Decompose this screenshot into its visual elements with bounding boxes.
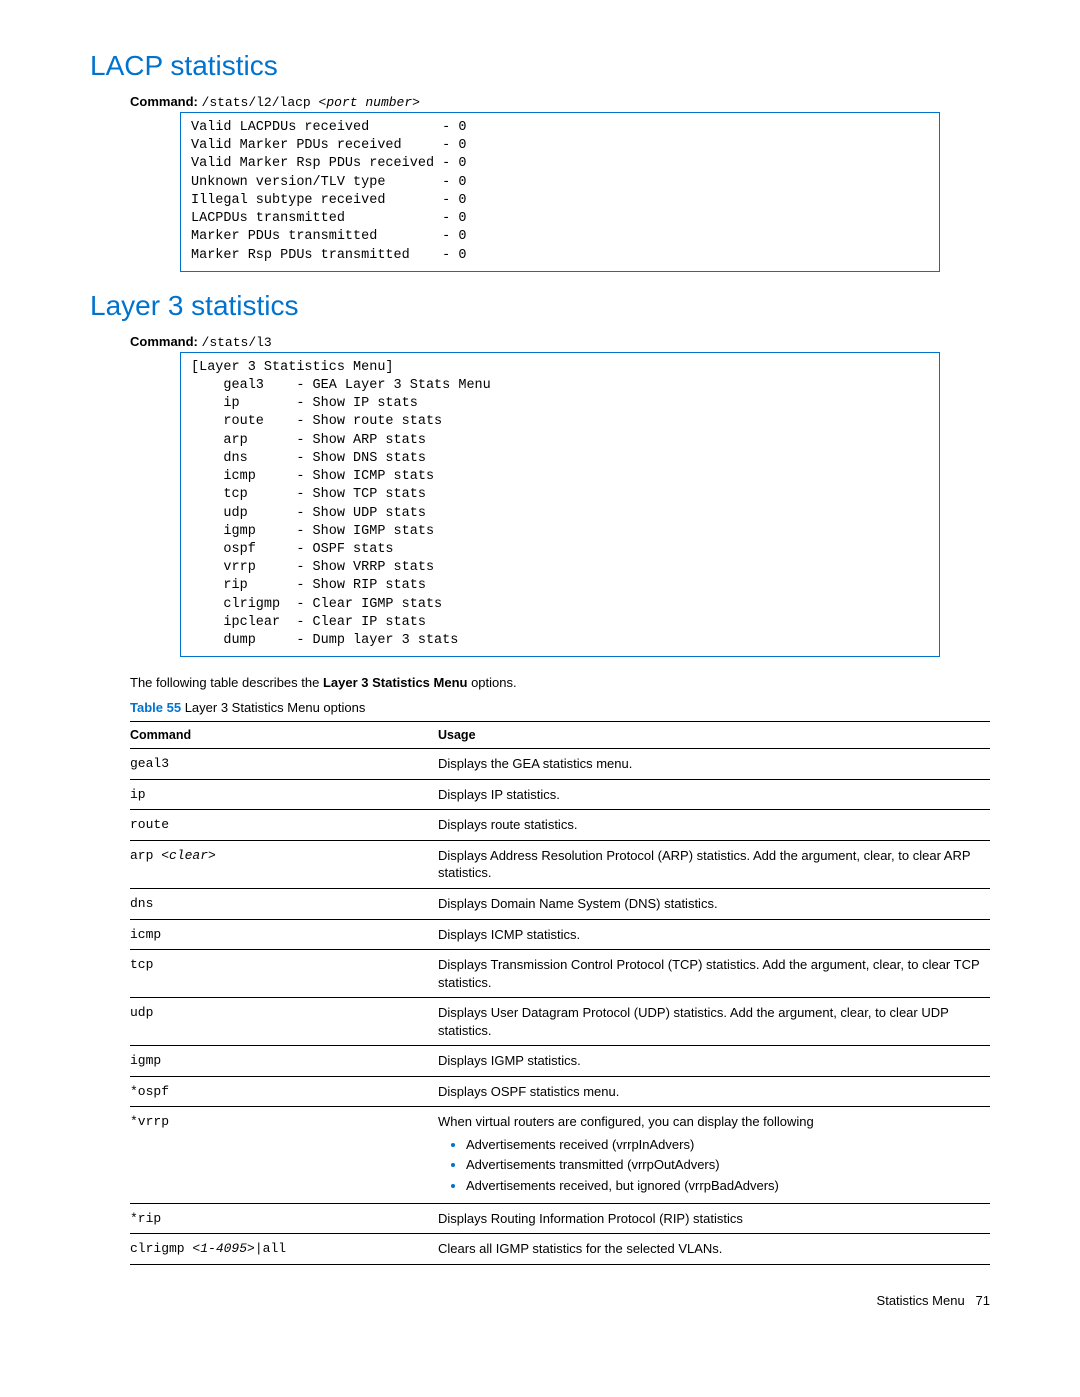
table-row: icmpDisplays ICMP statistics. (130, 919, 990, 950)
table-row: *ospfDisplays OSPF statistics menu. (130, 1076, 990, 1107)
usage-cell: Displays OSPF statistics menu. (438, 1076, 990, 1107)
table-row: udpDisplays User Datagram Protocol (UDP)… (130, 998, 990, 1046)
command-path: /stats/l3 (202, 335, 272, 350)
command-arg: <port number> (319, 95, 420, 110)
usage-cell: Displays Domain Name System (DNS) statis… (438, 888, 990, 919)
usage-cell: Displays ICMP statistics. (438, 919, 990, 950)
usage-cell: Displays User Datagram Protocol (UDP) st… (438, 998, 990, 1046)
usage-cell: When virtual routers are configured, you… (438, 1107, 990, 1203)
table-row: ipDisplays IP statistics. (130, 779, 990, 810)
cmd-cell: route (130, 810, 438, 841)
cmd-cell: *rip (130, 1203, 438, 1234)
table-row: *ripDisplays Routing Information Protoco… (130, 1203, 990, 1234)
usage-cell: Clears all IGMP statistics for the selec… (438, 1234, 990, 1265)
caption-text: Layer 3 Statistics Menu options (185, 700, 366, 715)
command-label: Command: (130, 334, 198, 349)
table-row: arp <clear>Displays Address Resolution P… (130, 840, 990, 888)
menu-options-table: Command Usage geal3Displays the GEA stat… (130, 721, 990, 1264)
cmd-cell: clrigmp <1-4095>|all (130, 1234, 438, 1265)
command-label: Command: (130, 94, 198, 109)
usage-cell: Displays route statistics. (438, 810, 990, 841)
caption-label: Table 55 (130, 700, 181, 715)
cmd-cell: geal3 (130, 749, 438, 780)
cmd-cell: icmp (130, 919, 438, 950)
footer-text: Statistics Menu (877, 1293, 965, 1308)
table-row: *vrrpWhen virtual routers are configured… (130, 1107, 990, 1203)
cmd-cell: *vrrp (130, 1107, 438, 1203)
desc-prefix: The following table describes the (130, 675, 323, 690)
table-row: dnsDisplays Domain Name System (DNS) sta… (130, 888, 990, 919)
usage-cell: Displays the GEA statistics menu. (438, 749, 990, 780)
codebox-lacp: Valid LACPDUs received - 0 Valid Marker … (180, 112, 940, 272)
heading-layer3: Layer 3 statistics (90, 290, 990, 322)
usage-cell: Displays Address Resolution Protocol (AR… (438, 840, 990, 888)
heading-lacp: LACP statistics (90, 50, 990, 82)
cmd-cell: udp (130, 998, 438, 1046)
cmd-cell: ip (130, 779, 438, 810)
table-description: The following table describes the Layer … (130, 675, 990, 690)
desc-bold: Layer 3 Statistics Menu (323, 675, 468, 690)
usage-cell: Displays IGMP statistics. (438, 1046, 990, 1077)
table-row: clrigmp <1-4095>|allClears all IGMP stat… (130, 1234, 990, 1265)
th-command: Command (130, 722, 438, 749)
table-row: routeDisplays route statistics. (130, 810, 990, 841)
command-line-lacp: Command: /stats/l2/lacp <port number> (130, 94, 990, 110)
footer-page: 71 (976, 1293, 990, 1308)
usage-cell: Displays Routing Information Protocol (R… (438, 1203, 990, 1234)
cmd-cell: arp <clear> (130, 840, 438, 888)
codebox-layer3: [Layer 3 Statistics Menu] geal3 - GEA La… (180, 352, 940, 658)
cmd-cell: dns (130, 888, 438, 919)
table-caption: Table 55 Layer 3 Statistics Menu options (130, 700, 990, 715)
th-usage: Usage (438, 722, 990, 749)
usage-cell: Displays Transmission Control Protocol (… (438, 950, 990, 998)
cmd-cell: *ospf (130, 1076, 438, 1107)
table-row: igmpDisplays IGMP statistics. (130, 1046, 990, 1077)
desc-suffix: options. (467, 675, 516, 690)
table-row: geal3Displays the GEA statistics menu. (130, 749, 990, 780)
cmd-cell: igmp (130, 1046, 438, 1077)
page-footer: Statistics Menu 71 (90, 1293, 990, 1308)
cmd-cell: tcp (130, 950, 438, 998)
command-path: /stats/l2/lacp (202, 95, 319, 110)
usage-cell: Displays IP statistics. (438, 779, 990, 810)
command-line-l3: Command: /stats/l3 (130, 334, 990, 350)
table-row: tcpDisplays Transmission Control Protoco… (130, 950, 990, 998)
